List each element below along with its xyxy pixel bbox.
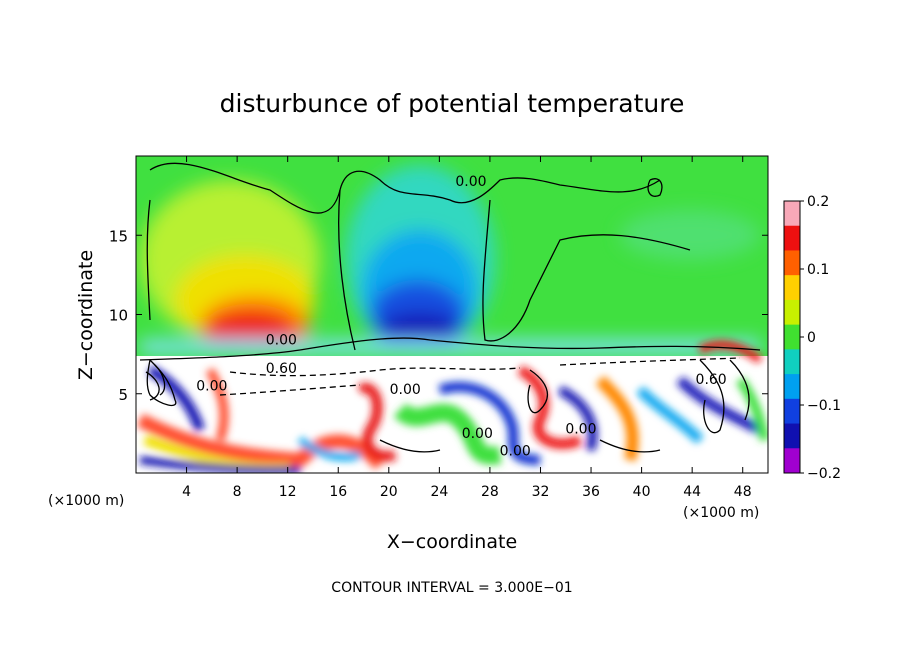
x-tick-label: 36	[582, 484, 600, 500]
x-tick-label: 12	[279, 484, 297, 500]
y-tick-label: 15	[109, 227, 128, 245]
contour-label: 0.00	[455, 174, 486, 190]
lower-filament	[557, 385, 598, 452]
contour-label-group: 0.00 0.00 0.60 0.00 0.00 0.00 0.00 0.00 0.60	[196, 174, 727, 460]
x-tick-label: 44	[683, 484, 701, 500]
colorbar-swatch	[784, 324, 800, 350]
colorbar-tick-label: −0.2	[807, 466, 841, 482]
x-tick-label: 4	[182, 484, 191, 500]
contour-label: 0.00	[462, 426, 493, 442]
contour-line	[559, 357, 741, 366]
colorbar-swatch	[784, 448, 800, 474]
anomaly-lobe	[620, 210, 760, 260]
lower-filament	[139, 456, 301, 473]
x-tick-label: 8	[233, 484, 242, 500]
x-tick-label: 28	[481, 484, 499, 500]
contour-line	[699, 359, 725, 434]
lower-filament	[735, 377, 768, 442]
contour-line	[527, 369, 549, 414]
contour-line	[482, 199, 691, 342]
y-axis: 5 10 15	[109, 227, 768, 404]
plot-area: 0.00 0.00 0.60 0.00 0.00 0.00 0.00 0.00 0.60	[136, 156, 768, 473]
x-tick-label: 40	[633, 484, 651, 500]
contour-label: 0.00	[266, 333, 297, 349]
contour-label: 0.60	[266, 361, 297, 377]
colorbar-swatch	[784, 423, 800, 449]
upper-field	[140, 165, 760, 355]
colorbar-tick-label: 0	[807, 330, 816, 346]
colorbar-swatch	[784, 374, 800, 400]
contour-line	[146, 359, 177, 407]
contour-interval-note: CONTOUR INTERVAL = 3.000E−01	[331, 580, 572, 596]
x-axis-label: X−coordinate	[387, 531, 517, 553]
lower-filament	[136, 413, 386, 470]
x-tick-label: 24	[430, 484, 448, 500]
contour-line	[229, 367, 521, 377]
contour-line	[647, 178, 663, 197]
contour-label: 0.00	[565, 421, 596, 437]
contour-label: 0.00	[196, 379, 227, 395]
colorbar-tick-label: 0.2	[807, 194, 829, 210]
colorbar-swatch	[784, 398, 800, 425]
contour-line	[599, 439, 661, 453]
lower-filament	[147, 365, 205, 432]
colorbar-swatch	[784, 275, 800, 301]
y-axis-label: Z−coordinate	[75, 250, 97, 380]
contour-label: 0.00	[390, 382, 421, 398]
contour-line	[139, 349, 301, 361]
contour-line	[299, 337, 761, 351]
contour-line	[219, 384, 361, 396]
contour-line	[154, 364, 166, 396]
x-tick-label: 16	[329, 484, 347, 500]
lower-filament	[595, 375, 639, 462]
chart-title: disturbunce of potential temperature	[220, 89, 685, 118]
x-unit-right: (×1000 m)	[683, 505, 759, 521]
colorbar-swatch	[784, 201, 800, 227]
contour-line	[146, 199, 151, 321]
colorbar-swatch	[784, 349, 800, 375]
lower-filament	[205, 367, 229, 442]
lower-filament	[393, 402, 502, 465]
x-unit-left: (×1000 m)	[48, 493, 124, 509]
x-tick-label: 32	[532, 484, 550, 500]
contour-lines	[139, 162, 761, 453]
x-tick-label: 20	[380, 484, 398, 500]
colorbar-swatch	[784, 250, 800, 276]
lower-filament	[636, 386, 704, 444]
colorbar-swatch	[784, 299, 800, 326]
contour-line	[338, 189, 356, 351]
lower-filament	[297, 436, 361, 461]
colorbar-tick-label: −0.1	[807, 398, 841, 414]
colorbar: 0.2 0.1 0 −0.1 −0.2	[783, 194, 841, 482]
contour-line	[729, 359, 750, 421]
contour-line	[149, 162, 661, 214]
contour-label: 0.00	[500, 444, 531, 460]
lower-filament	[676, 376, 763, 435]
lower-filament	[517, 365, 583, 449]
contour-line	[379, 439, 441, 453]
contour-label: 0.60	[696, 372, 727, 388]
anomaly-lobe	[380, 312, 460, 348]
colorbar-tick-label: 0.1	[807, 262, 829, 278]
lower-filament	[357, 383, 397, 462]
lower-field	[136, 340, 768, 473]
x-tick-label: 48	[734, 484, 752, 500]
colorbar-swatch	[784, 225, 800, 251]
contour-line	[145, 371, 160, 401]
y-tick-label: 5	[118, 386, 128, 404]
y-tick-label: 10	[109, 307, 128, 325]
lower-filament	[438, 381, 541, 465]
x-axis: 4 8 12 16 20 24 28 32 36 40 44 48	[182, 156, 752, 500]
